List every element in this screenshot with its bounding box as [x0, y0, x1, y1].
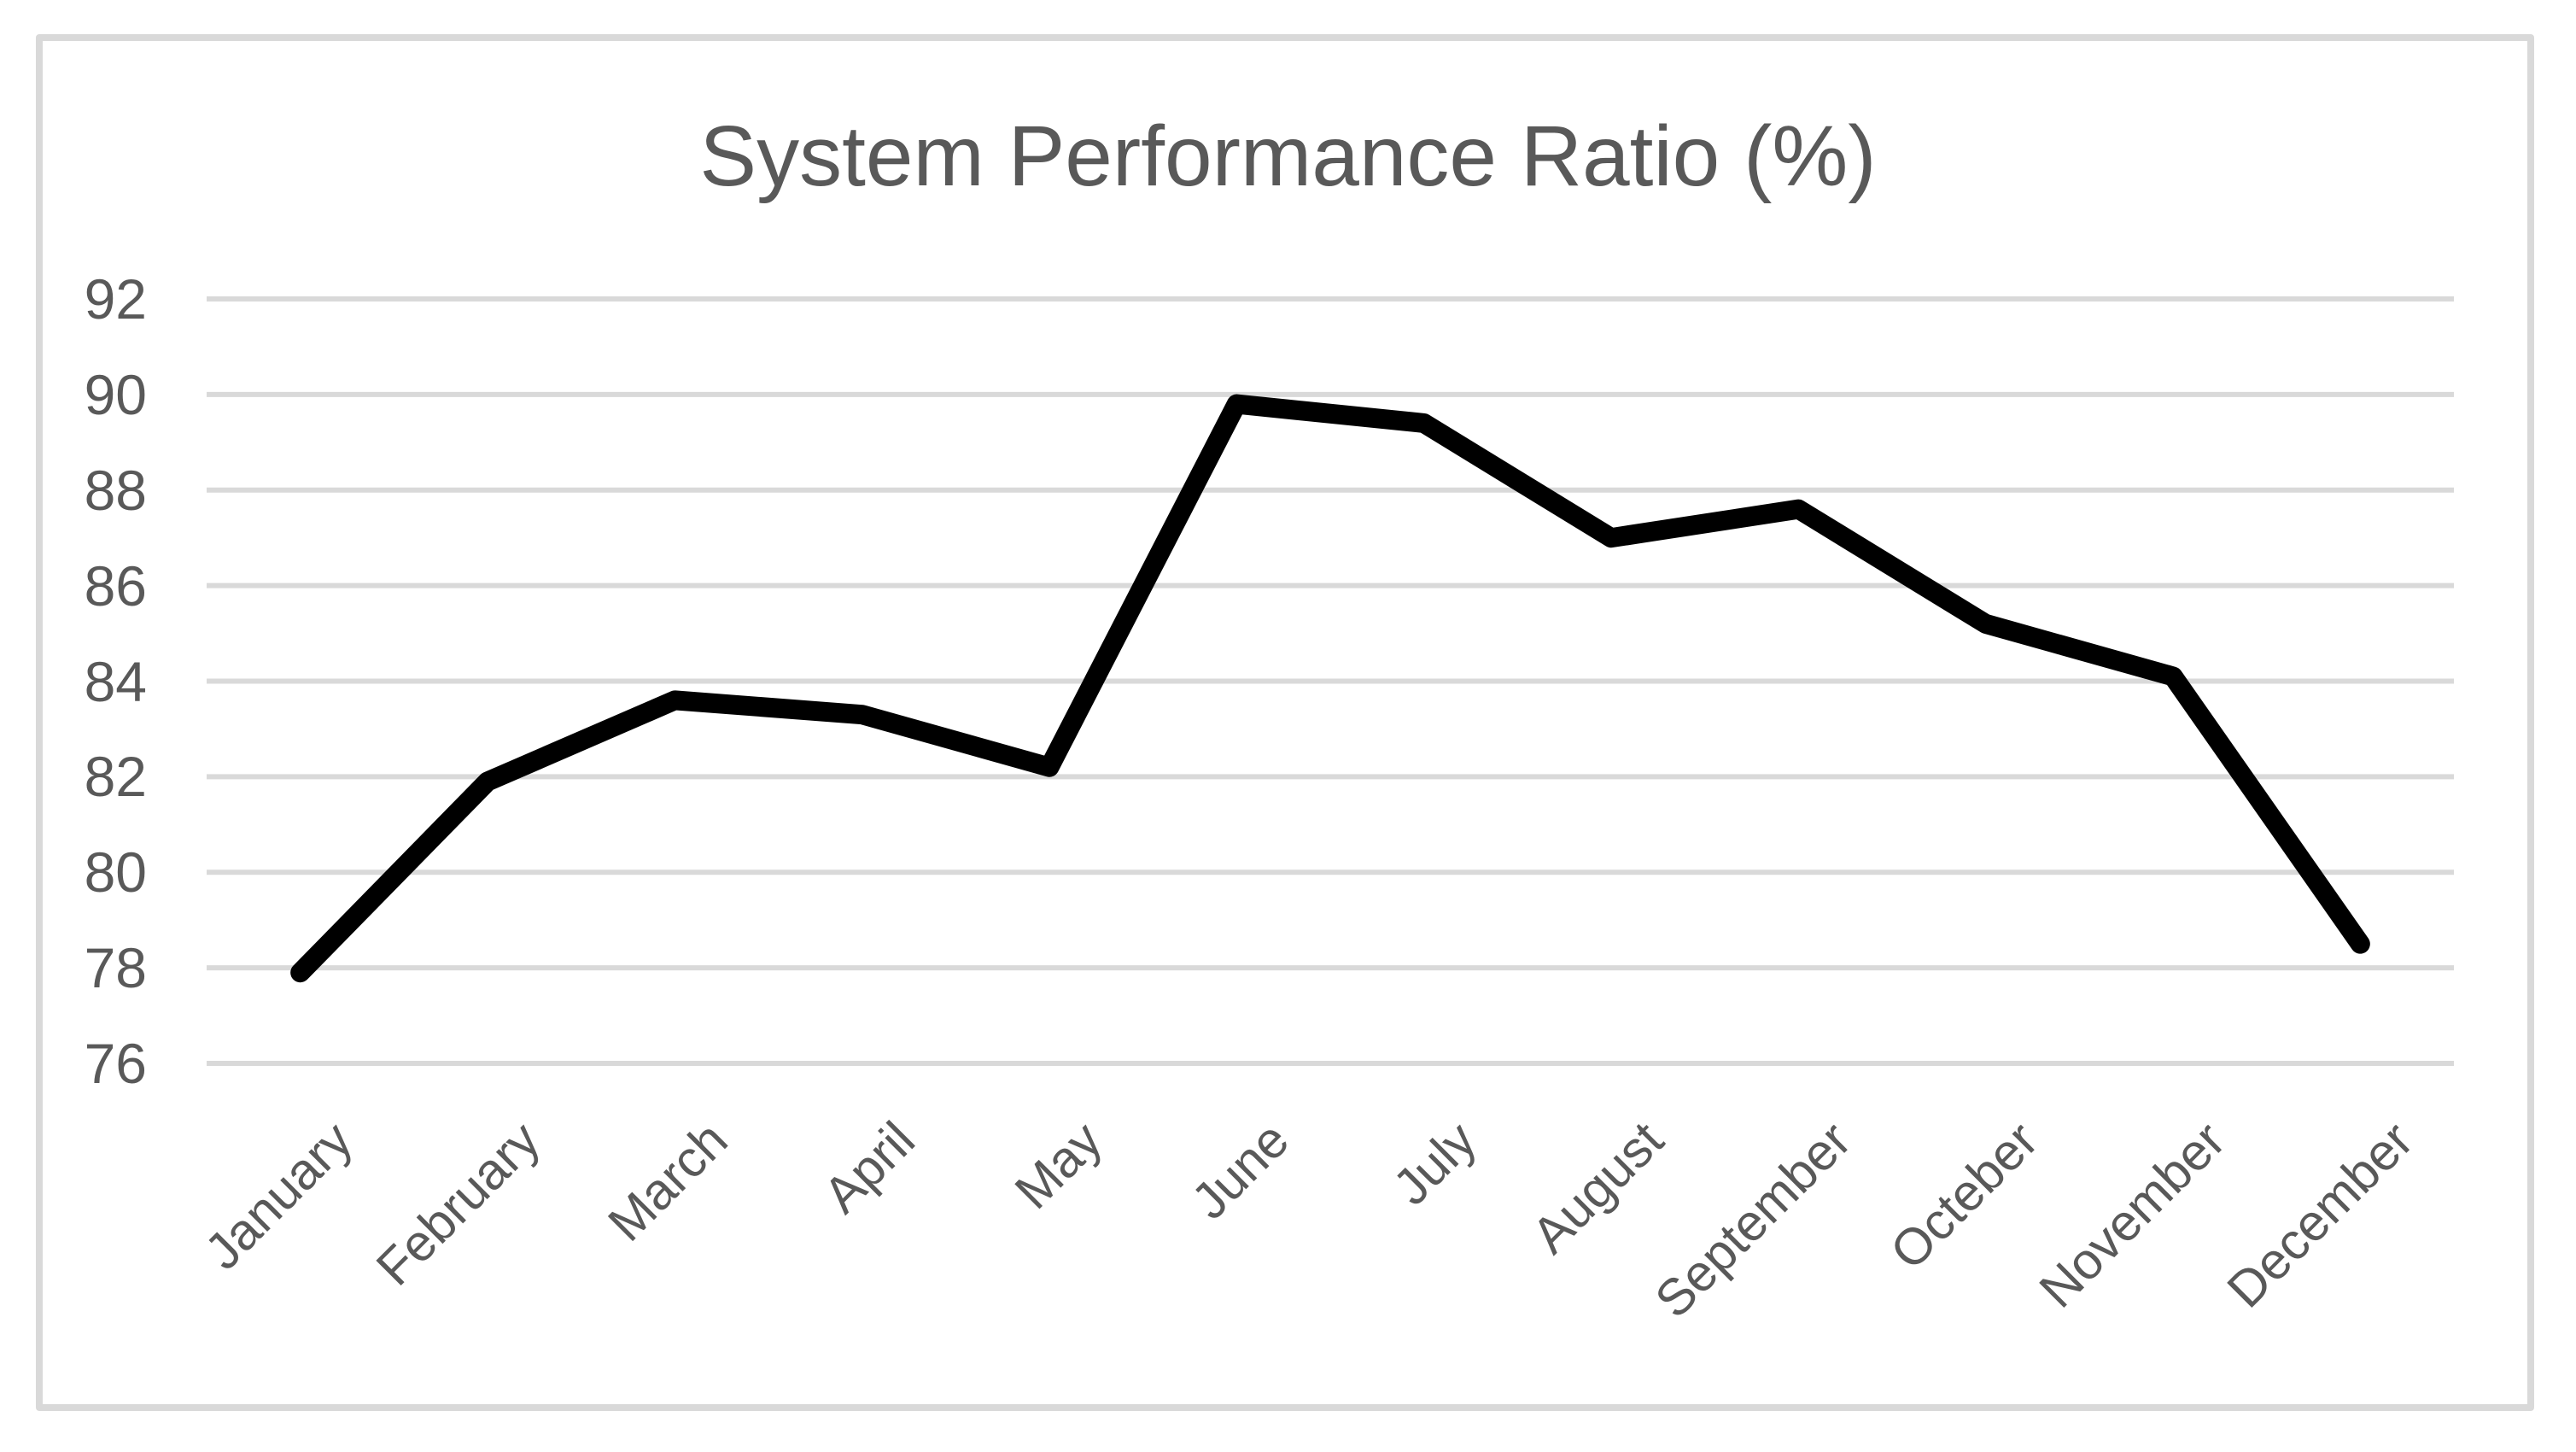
- y-axis-tick-label: 90: [84, 362, 147, 426]
- y-axis-tick-label: 86: [84, 553, 147, 618]
- y-axis-tick-label: 88: [84, 458, 147, 522]
- chart-border-frame: [36, 34, 2534, 1411]
- series-line: [290, 394, 2370, 983]
- y-axis-tick-label: 92: [84, 267, 147, 331]
- y-axis-tick-label: 76: [84, 1032, 147, 1095]
- chart-title: System Performance Ratio (%): [699, 108, 1877, 204]
- y-axis-tick-label: 82: [84, 745, 147, 809]
- y-axis-tick-label: 78: [84, 936, 147, 1000]
- y-axis-tick-label: 80: [84, 840, 147, 905]
- y-axis-tick-label: 84: [84, 649, 147, 713]
